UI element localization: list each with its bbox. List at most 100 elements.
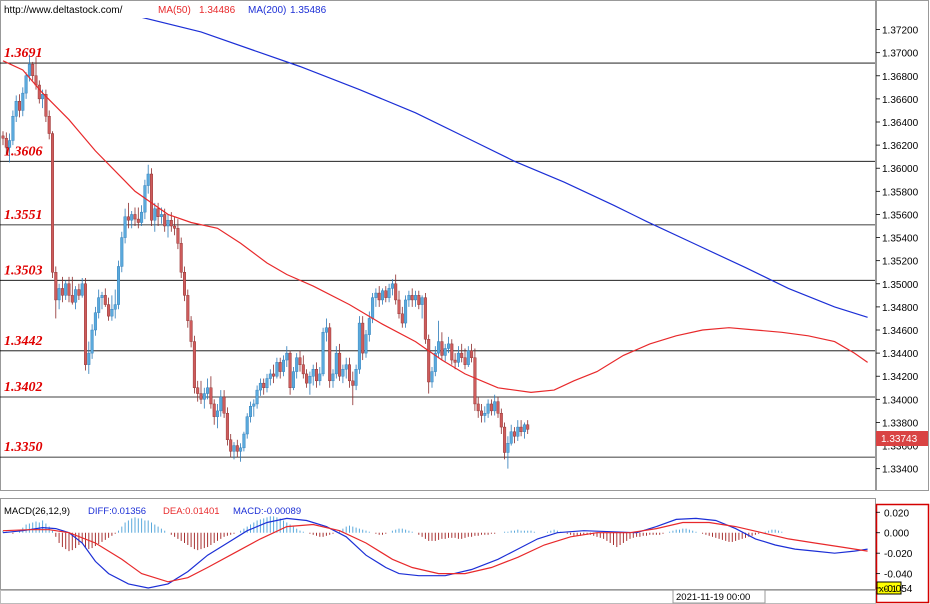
candle-body	[417, 295, 421, 305]
candle-body	[206, 387, 210, 394]
candle-body	[361, 322, 365, 354]
support-resistance-levels: 1.3691 1.3606 1.3551 1.3503 1.3442 1.3402 1.33…	[0, 46, 875, 458]
candle-body	[315, 369, 319, 382]
candle-body	[189, 320, 193, 342]
candle-body	[110, 309, 114, 317]
candle-body	[74, 289, 78, 303]
level-label: 1.3551	[4, 208, 43, 223]
candle-body	[8, 140, 12, 148]
candlesticks	[1, 54, 530, 469]
price-tick-label: 1.36600	[882, 95, 919, 106]
candle-body	[116, 266, 120, 305]
price-tick-label: 1.37000	[882, 49, 919, 60]
candle-body	[295, 357, 299, 372]
candle-body	[120, 237, 124, 267]
current-price-label: 1.33743	[881, 434, 918, 445]
price-tick-label: 1.36800	[882, 72, 919, 83]
candle-body	[83, 283, 87, 365]
price-tick-label: 1.33600	[882, 442, 919, 453]
candle-body	[404, 299, 408, 324]
candle-body	[443, 348, 447, 356]
candle-body	[80, 283, 84, 296]
candle-body	[423, 297, 427, 340]
price-axis-ticks: 1.37200 1.37000 1.36800 1.36600 1.36400 1.362…	[876, 26, 919, 476]
candle-body	[463, 357, 467, 365]
candle-body	[493, 401, 497, 412]
candle-body	[288, 352, 292, 388]
candle-body	[489, 403, 493, 412]
price-tick-label: 1.33400	[882, 465, 919, 476]
price-pane	[0, 0, 876, 491]
candle-body	[179, 243, 183, 273]
level-label: 1.3503	[4, 263, 43, 278]
candle-body	[11, 116, 15, 141]
current-price-box	[876, 431, 928, 446]
candle-body	[430, 371, 434, 383]
candle-body	[24, 75, 28, 94]
price-tick-label: 1.37200	[882, 26, 919, 37]
candle-body	[305, 373, 309, 384]
candle-body	[509, 431, 513, 444]
candle-body	[87, 352, 91, 365]
candle-body	[496, 401, 500, 414]
candle-body	[239, 447, 243, 452]
candle-body	[367, 318, 371, 335]
candle-body	[255, 389, 259, 405]
level-label: 1.3691	[4, 46, 43, 61]
candle-body	[282, 359, 286, 372]
candle-body	[371, 297, 375, 319]
candle-body	[186, 295, 190, 321]
candle-body	[301, 364, 305, 375]
candle-body	[70, 295, 74, 303]
candle-body	[41, 94, 45, 100]
candle-body	[27, 64, 31, 76]
candle-body	[470, 350, 474, 358]
macd-dea-label: DEA:0.01401	[163, 506, 220, 517]
candle-body	[328, 327, 332, 382]
candle-body	[60, 288, 64, 296]
candle-body	[248, 406, 252, 417]
candle-body	[410, 295, 414, 301]
zoom-label[interactable]: x0.1	[879, 584, 897, 595]
ma50-label: MA(50)	[158, 5, 191, 16]
macd-indicator	[2, 516, 868, 589]
candle-body	[341, 369, 345, 377]
candle-body	[486, 403, 490, 414]
candle-body	[311, 369, 315, 377]
candle-body	[321, 332, 325, 375]
price-tick-label: 1.34000	[882, 395, 919, 406]
candle-body	[113, 304, 117, 310]
candle-body	[90, 329, 94, 354]
candle-body	[1, 135, 5, 139]
candle-body	[473, 357, 477, 405]
candle-body	[364, 334, 368, 354]
candle-body	[285, 352, 289, 361]
candle-body	[21, 92, 25, 111]
candle-body	[37, 84, 41, 100]
candle-body	[522, 424, 526, 432]
candle-body	[265, 378, 269, 388]
price-tick-label: 1.34200	[882, 372, 919, 383]
macd-pane	[0, 498, 876, 590]
candle-body	[153, 208, 157, 221]
price-tick-label: 1.36400	[882, 118, 919, 129]
candle-body	[252, 403, 256, 407]
candle-body	[54, 272, 58, 301]
source-url[interactable]: http://www.deltastock.com/	[4, 5, 123, 16]
candle-body	[192, 341, 196, 388]
ma200-line	[141, 18, 868, 318]
candle-body	[407, 295, 411, 301]
candle-body	[64, 283, 68, 296]
candle-body	[77, 289, 81, 296]
candle-body	[156, 208, 160, 217]
candle-body	[229, 439, 233, 452]
price-tick-label: 1.35800	[882, 187, 919, 198]
candle-body	[516, 426, 520, 437]
level-label: 1.3350	[4, 440, 43, 455]
candle-body	[348, 364, 352, 382]
candle-body	[483, 413, 487, 416]
candle-body	[133, 214, 137, 220]
candle-body	[308, 376, 312, 384]
candle-body	[176, 228, 180, 244]
level-label: 1.3606	[4, 144, 43, 159]
